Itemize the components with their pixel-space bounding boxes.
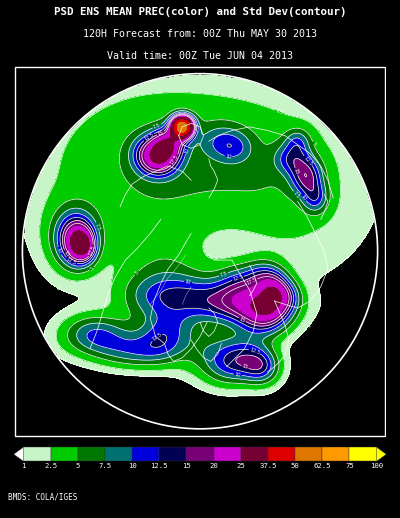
Text: 17.5: 17.5 — [170, 154, 180, 166]
Bar — [159, 447, 186, 461]
Text: 5: 5 — [311, 141, 316, 147]
Text: 62.5: 62.5 — [314, 464, 331, 469]
Text: 10: 10 — [225, 153, 232, 160]
Bar — [214, 447, 241, 461]
Polygon shape — [14, 447, 23, 461]
Text: Valid time: 00Z Tue JUN 04 2013: Valid time: 00Z Tue JUN 04 2013 — [107, 51, 293, 61]
Text: 10: 10 — [234, 372, 241, 378]
Text: 12.5: 12.5 — [65, 256, 77, 266]
Text: 15: 15 — [238, 316, 246, 323]
Bar — [268, 447, 295, 461]
Circle shape — [22, 74, 378, 429]
Text: 5: 5 — [76, 464, 80, 469]
Text: 12.5: 12.5 — [232, 275, 244, 282]
Bar — [186, 447, 214, 461]
Bar — [295, 447, 322, 461]
Text: 37.5: 37.5 — [259, 464, 277, 469]
Text: 10: 10 — [184, 279, 192, 285]
Text: 10: 10 — [300, 193, 308, 202]
Text: 20: 20 — [209, 464, 218, 469]
Text: 12.5: 12.5 — [143, 132, 155, 142]
Polygon shape — [377, 447, 386, 461]
Bar — [350, 447, 377, 461]
Text: 10: 10 — [56, 247, 63, 255]
Text: 100: 100 — [370, 464, 383, 469]
Text: PSD ENS MEAN PREC(color) and Std Dev(contour): PSD ENS MEAN PREC(color) and Std Dev(con… — [54, 7, 346, 18]
Text: 17.5: 17.5 — [246, 277, 258, 286]
Text: 12.5: 12.5 — [151, 332, 163, 342]
Text: 5: 5 — [89, 266, 94, 271]
Text: 10: 10 — [128, 464, 136, 469]
Text: 15: 15 — [62, 250, 70, 257]
Text: 12.5: 12.5 — [303, 155, 314, 166]
Bar — [50, 447, 78, 461]
Text: 7.5: 7.5 — [219, 271, 228, 278]
Bar — [78, 447, 105, 461]
Text: 12.5: 12.5 — [249, 347, 261, 355]
Text: 7.5: 7.5 — [152, 122, 162, 130]
Text: 25: 25 — [236, 464, 245, 469]
Text: 120H Forecast from: 00Z Thu MAY 30 2013: 120H Forecast from: 00Z Thu MAY 30 2013 — [83, 29, 317, 39]
Bar — [23, 447, 50, 461]
Text: 15: 15 — [182, 464, 191, 469]
Text: 7.5: 7.5 — [98, 464, 112, 469]
Text: 1: 1 — [56, 285, 60, 291]
Bar — [132, 447, 159, 461]
Text: BMDS: COLA/IGES: BMDS: COLA/IGES — [8, 493, 77, 502]
Text: 15: 15 — [241, 364, 249, 370]
Text: 17.5: 17.5 — [88, 245, 96, 257]
Text: 1: 1 — [306, 323, 312, 328]
Text: 15: 15 — [156, 130, 164, 137]
Text: 50: 50 — [291, 464, 300, 469]
Text: 5: 5 — [134, 270, 139, 276]
Text: 1: 1 — [21, 464, 26, 469]
Text: 10: 10 — [184, 147, 190, 154]
Bar — [241, 447, 268, 461]
Text: 7.5: 7.5 — [292, 191, 301, 199]
Text: 7.5: 7.5 — [94, 222, 102, 231]
Bar — [105, 447, 132, 461]
Text: 2.5: 2.5 — [275, 108, 284, 116]
Text: 75: 75 — [345, 464, 354, 469]
Text: 12.5: 12.5 — [150, 464, 168, 469]
Text: 15: 15 — [293, 168, 300, 176]
Text: 2.5: 2.5 — [44, 464, 57, 469]
Bar — [322, 447, 350, 461]
